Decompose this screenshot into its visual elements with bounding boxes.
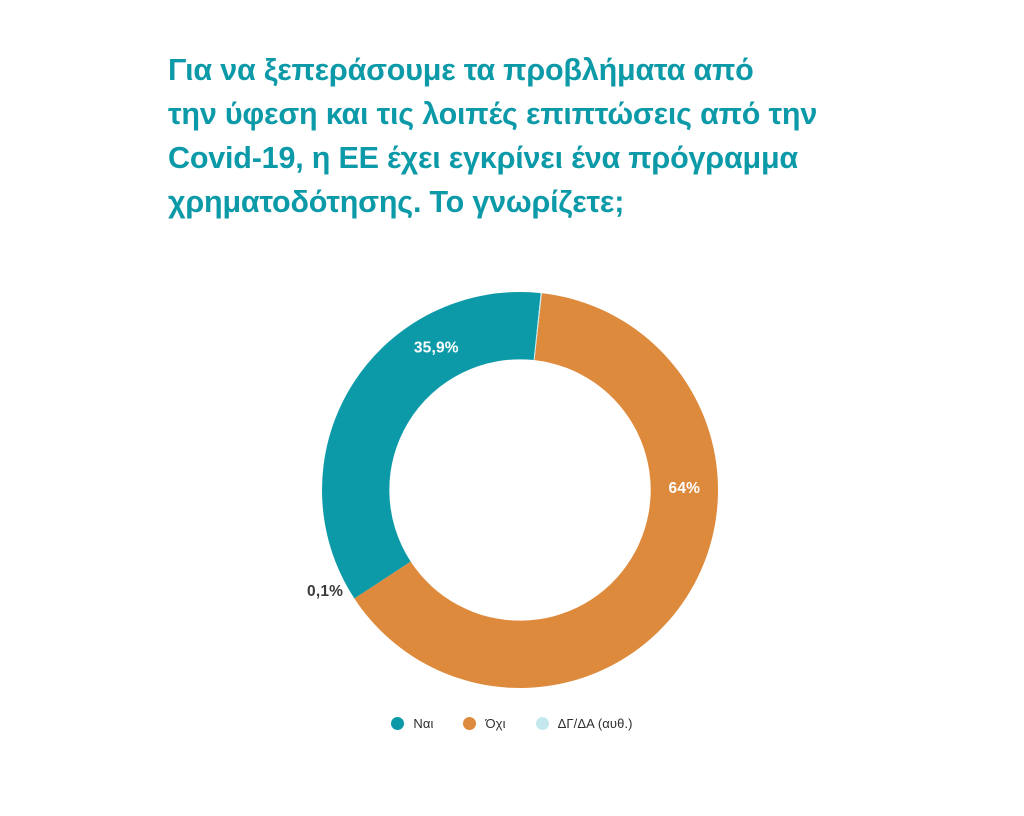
slice-ochi[interactable]: [354, 293, 718, 688]
chart-legend: Ναι Όχι ΔΓ/ΔΑ (αυθ.): [0, 716, 1024, 731]
slice-label-ochi: 64%: [669, 480, 701, 497]
legend-label: Όχι: [485, 716, 506, 731]
legend-label: ΔΓ/ΔΑ (αυθ.): [557, 716, 633, 731]
donut-slices: [322, 292, 718, 688]
slice-nai[interactable]: [322, 292, 541, 599]
slice-label-nai: 35,9%: [414, 340, 459, 357]
legend-label: Ναι: [413, 716, 434, 731]
donut-svg: 35,9% 64%: [322, 292, 718, 688]
legend-color-dot-icon: [535, 717, 549, 730]
donut-chart: 35,9% 64%: [322, 292, 718, 688]
legend-color-dot-icon: [391, 717, 405, 730]
legend-item-ochi[interactable]: Όχι: [463, 716, 505, 731]
legend-color-dot-icon: [463, 717, 477, 730]
legend-item-dg-da[interactable]: ΔΓ/ΔΑ (αυθ.): [535, 716, 633, 731]
legend-item-nai[interactable]: Ναι: [391, 716, 433, 731]
slice-dg-da[interactable]: [533, 293, 542, 361]
slice-label-dg-da: 0,1%: [307, 583, 344, 600]
donut-slice-labels: 35,9% 64%: [414, 340, 700, 497]
page-title: Για να ξεπεράσουμε τα προβλήματα από την…: [168, 53, 818, 219]
